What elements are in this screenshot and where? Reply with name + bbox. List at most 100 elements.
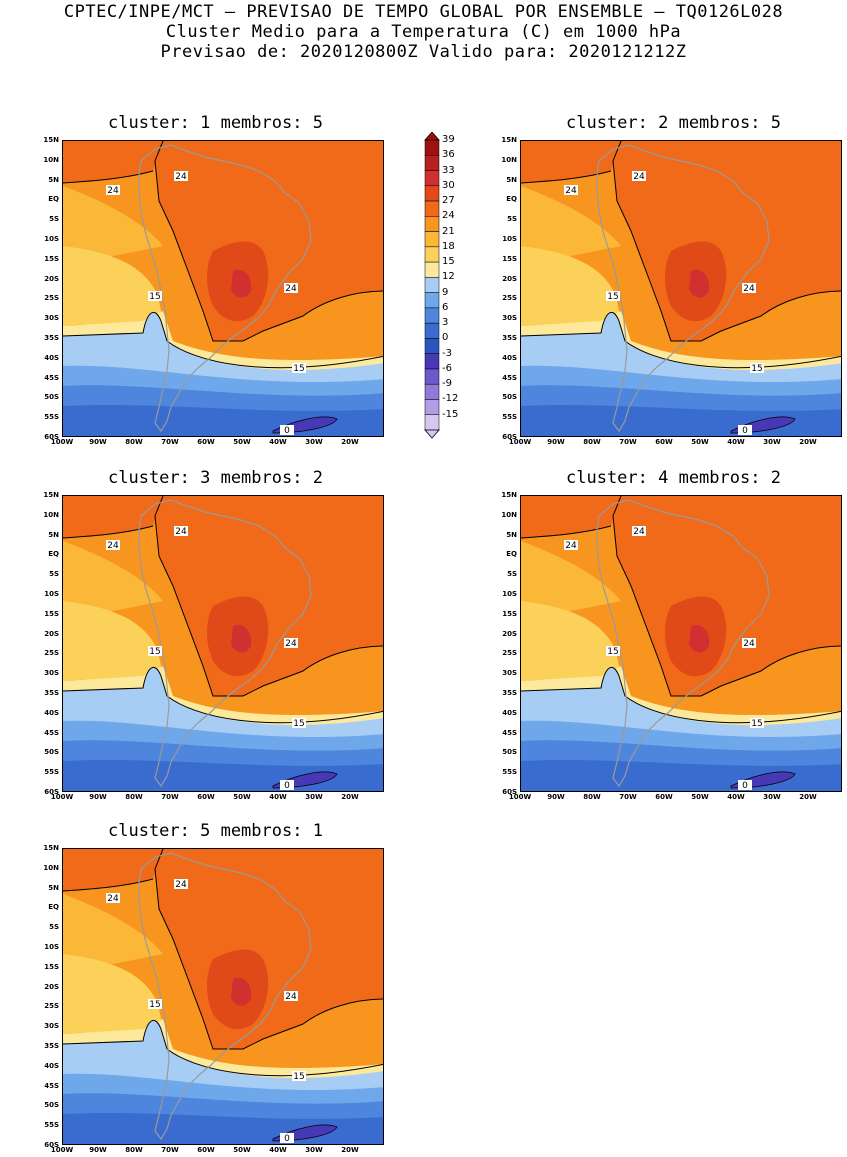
colorbar-swatch bbox=[424, 155, 440, 171]
lon-label: 60W bbox=[655, 438, 673, 446]
contour-label-24-atlantic: 24 bbox=[742, 638, 756, 649]
colorbar-label: -9 bbox=[442, 378, 452, 390]
colorbar-swatch bbox=[424, 170, 440, 187]
colorbar-label: 6 bbox=[442, 301, 449, 313]
lat-label: 40S bbox=[502, 708, 517, 717]
colorbar-label: 12 bbox=[442, 271, 455, 283]
lon-label: 70W bbox=[161, 793, 179, 801]
contour-label-0: 0 bbox=[280, 1133, 294, 1144]
lon-label: 70W bbox=[619, 793, 637, 801]
svg-text:24: 24 bbox=[175, 172, 187, 182]
contour-label-15-west: 15 bbox=[606, 291, 620, 302]
lat-label: 60S bbox=[502, 433, 517, 441]
contour-label-15-south: 15 bbox=[292, 718, 306, 729]
panel-title: cluster: 5 membros: 1 bbox=[108, 821, 323, 841]
temp-band-21 bbox=[521, 541, 621, 621]
panel-title: cluster: 4 membros: 2 bbox=[566, 468, 781, 488]
colorbar-swatch bbox=[424, 414, 440, 431]
svg-text:24: 24 bbox=[633, 527, 645, 537]
temp-band-27-pacific bbox=[63, 496, 163, 538]
lon-label: 20W bbox=[799, 793, 817, 801]
svg-text:24: 24 bbox=[285, 284, 297, 294]
colorbar-swatch bbox=[424, 185, 440, 202]
lon-label: 70W bbox=[619, 438, 637, 446]
map-canvas: 24 24 24 15 15 0 bbox=[521, 141, 841, 436]
colorbar-swatch bbox=[424, 231, 440, 248]
lat-label: 20S bbox=[44, 982, 59, 991]
lat-label: 45S bbox=[44, 1081, 59, 1090]
svg-text:24: 24 bbox=[743, 639, 755, 649]
svg-text:0: 0 bbox=[742, 781, 748, 791]
lat-label: 55S bbox=[502, 768, 517, 777]
colorbar-label: 9 bbox=[442, 286, 449, 298]
contour-label-15-west: 15 bbox=[148, 999, 162, 1010]
lat-label: 5N bbox=[48, 530, 59, 539]
colorbar-swatch bbox=[424, 292, 440, 309]
contour-label-15-west: 15 bbox=[148, 646, 162, 657]
lon-label: 90W bbox=[547, 793, 565, 801]
contour-24-line bbox=[521, 496, 841, 697]
lat-label: 50S bbox=[502, 393, 517, 402]
colorbar-swatch bbox=[424, 307, 440, 324]
lat-label: 25S bbox=[44, 649, 59, 658]
lon-label: 30W bbox=[763, 438, 781, 446]
lat-label: 40S bbox=[44, 353, 59, 362]
lat-label: 5S bbox=[49, 923, 59, 932]
lat-label: 10S bbox=[502, 235, 517, 243]
colorbar-label: -3 bbox=[442, 347, 452, 359]
colorbar-label: -15 bbox=[442, 408, 459, 420]
svg-text:0: 0 bbox=[742, 426, 748, 436]
temperature-map: 24 24 24 15 15 0 bbox=[520, 140, 842, 437]
contour-label-0: 0 bbox=[280, 780, 294, 791]
svg-text:15: 15 bbox=[293, 719, 304, 729]
svg-text:24: 24 bbox=[107, 894, 119, 904]
lon-label: 80W bbox=[583, 438, 601, 446]
lat-label: 20S bbox=[502, 274, 517, 283]
svg-text:24: 24 bbox=[175, 527, 187, 537]
colorbar-label: 33 bbox=[442, 164, 455, 176]
contour-label-15-west: 15 bbox=[148, 291, 162, 302]
svg-text:15: 15 bbox=[149, 292, 160, 302]
contour-24-line bbox=[63, 141, 383, 342]
lat-label: 15N bbox=[501, 491, 517, 499]
lon-label: 60W bbox=[197, 438, 215, 446]
svg-text:24: 24 bbox=[743, 284, 755, 294]
lat-label: 30S bbox=[502, 669, 517, 678]
lat-label: 5N bbox=[506, 530, 517, 539]
colorbar-swatch bbox=[424, 338, 440, 354]
svg-text:24: 24 bbox=[285, 992, 297, 1002]
lat-label: 15S bbox=[502, 254, 517, 263]
header-line-1: CPTEC/INPE/MCT — PREVISAO DE TEMPO GLOBA… bbox=[63, 2, 784, 22]
lon-label: 100W bbox=[50, 793, 74, 801]
panel-title: cluster: 1 membros: 5 bbox=[108, 113, 323, 133]
svg-text:15: 15 bbox=[607, 292, 618, 302]
svg-text:0: 0 bbox=[284, 781, 290, 791]
lon-label: 40W bbox=[727, 793, 745, 801]
temperature-map: 24 24 24 15 15 0 bbox=[62, 140, 384, 437]
colorbar-swatch bbox=[424, 200, 440, 217]
svg-text:24: 24 bbox=[107, 541, 119, 551]
lon-label: 40W bbox=[727, 438, 745, 446]
lat-label: EQ bbox=[506, 195, 517, 204]
contour-label-24-atlantic: 24 bbox=[284, 638, 298, 649]
lon-label: 50W bbox=[233, 793, 251, 801]
temp-band-21 bbox=[63, 894, 163, 974]
lon-label: 40W bbox=[269, 1146, 287, 1154]
lat-label: 55S bbox=[44, 1121, 59, 1130]
lat-label: 40S bbox=[502, 353, 517, 362]
temp-band-18 bbox=[63, 601, 163, 681]
colorbar-label: 0 bbox=[442, 332, 449, 344]
contour-label-24-atlantic: 24 bbox=[742, 283, 756, 294]
lat-label: 10N bbox=[43, 863, 59, 872]
contour-label-24-pacific: 24 bbox=[106, 893, 120, 904]
lat-label: 60S bbox=[44, 1141, 59, 1149]
lat-label: 45S bbox=[502, 728, 517, 737]
colorbar-label: 30 bbox=[442, 179, 455, 191]
temp-band-18 bbox=[521, 601, 621, 681]
contour-label-15-south: 15 bbox=[750, 718, 764, 729]
lat-label: 5S bbox=[49, 215, 59, 224]
temperature-map: 24 24 24 15 15 0 bbox=[62, 495, 384, 792]
lon-label: 80W bbox=[125, 438, 143, 446]
svg-text:24: 24 bbox=[565, 541, 577, 551]
lat-label: 20S bbox=[44, 274, 59, 283]
